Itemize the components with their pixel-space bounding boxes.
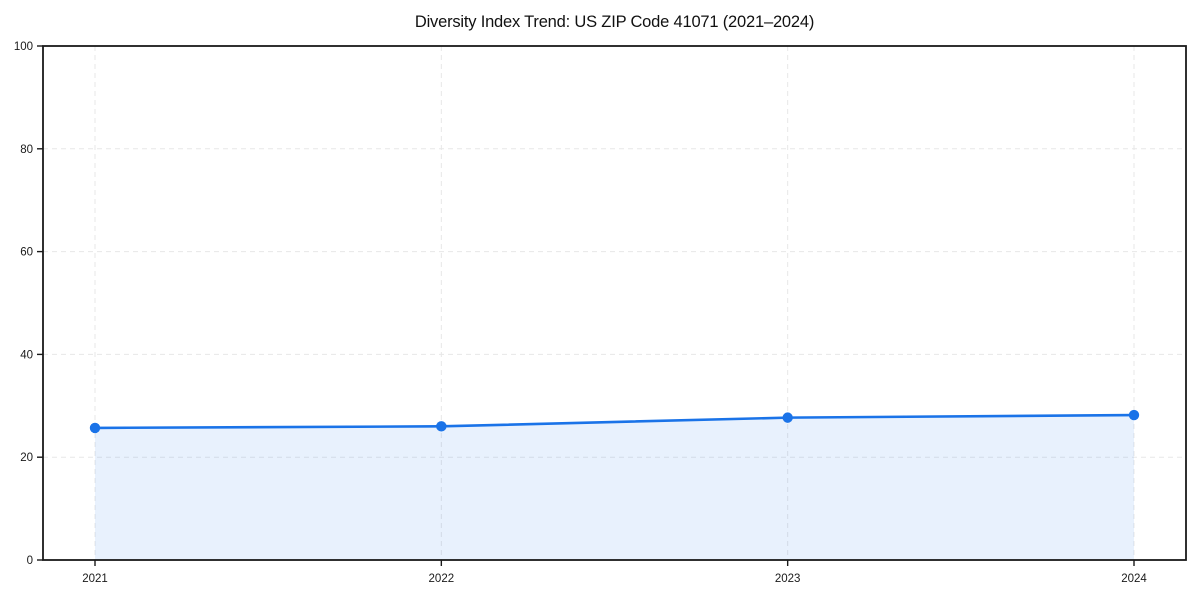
y-tick-label: 0	[27, 555, 33, 567]
data-point	[436, 421, 447, 432]
y-tick-label: 100	[14, 41, 33, 53]
x-tick-label: 2021	[82, 573, 108, 585]
data-point	[89, 422, 101, 434]
x-tick-label: 2024	[1121, 573, 1147, 585]
y-tick-label: 80	[20, 144, 33, 156]
trend-line	[93, 413, 1136, 430]
x-tick-label: 2023	[775, 573, 801, 585]
y-tick-label: 60	[20, 247, 33, 259]
area-fill	[95, 415, 1134, 560]
y-tick-label: 40	[20, 349, 33, 361]
data-point	[782, 412, 793, 423]
y-tick-label: 20	[20, 452, 33, 464]
x-tick-label: 2022	[429, 573, 455, 585]
data-point	[1128, 409, 1140, 421]
plot-frame	[42, 45, 1187, 561]
chart-title: Diversity Index Trend: US ZIP Code 41071…	[414, 13, 815, 31]
